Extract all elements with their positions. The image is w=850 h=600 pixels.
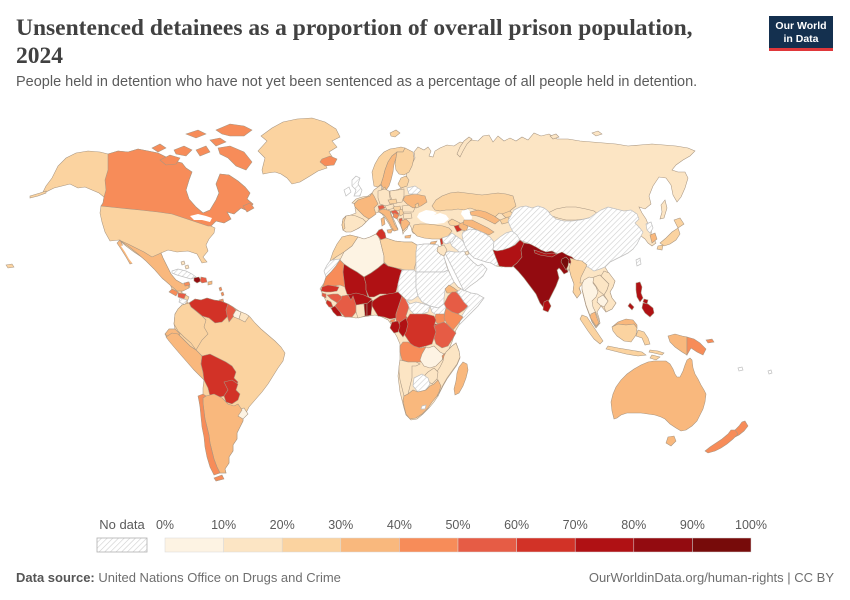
svg-text:100%: 100% [735,518,767,532]
svg-text:30%: 30% [328,518,353,532]
svg-text:50%: 50% [445,518,470,532]
svg-text:60%: 60% [504,518,529,532]
svg-text:70%: 70% [563,518,588,532]
svg-text:0%: 0% [156,518,174,532]
svg-text:No data: No data [99,517,145,532]
svg-text:20%: 20% [270,518,295,532]
svg-text:90%: 90% [680,518,705,532]
svg-text:80%: 80% [621,518,646,532]
svg-text:10%: 10% [211,518,236,532]
svg-text:40%: 40% [387,518,412,532]
